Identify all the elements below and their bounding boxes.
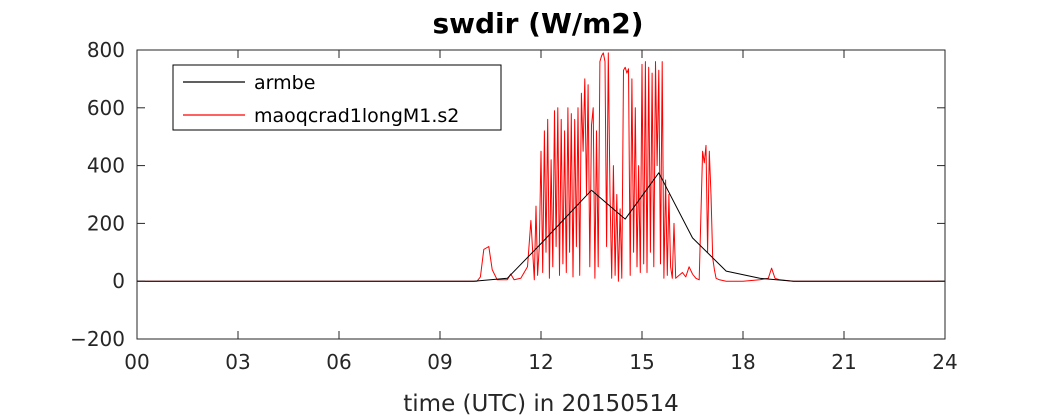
x-tick-label: 15 — [629, 350, 654, 374]
legend-label-armbe: armbe — [254, 72, 315, 94]
x-tick-label: 24 — [932, 350, 957, 374]
y-tick-label: 200 — [87, 211, 125, 235]
x-tick-label: 21 — [831, 350, 856, 374]
y-tick-label: −200 — [70, 327, 125, 351]
x-axis-label: time (UTC) in 20150514 — [403, 391, 678, 417]
legend-box — [172, 64, 502, 131]
x-tick-label: 06 — [326, 350, 351, 374]
series-line-armbe — [137, 172, 945, 282]
y-tick-label: 400 — [87, 154, 125, 178]
series-layer — [137, 52, 945, 282]
chart-title: swdir (W/m2) — [432, 7, 643, 40]
series-line-maoqcrad1longm1-s2 — [137, 52, 945, 282]
x-tick-label: 03 — [225, 350, 250, 374]
x-tick-label: 18 — [730, 350, 755, 374]
y-tick-label: 0 — [112, 269, 125, 293]
x-tick-label: 12 — [528, 350, 553, 374]
tick-layer: 00 03 06 09 12 15 18 21 24 −200 0 200 400 600 800 — [70, 38, 958, 374]
x-tick-label: 00 — [124, 350, 149, 374]
x-tick-label: 09 — [427, 350, 452, 374]
y-tick-label: 600 — [87, 96, 125, 120]
legend-label-maoqcrad: maoqcrad1longM1.s2 — [254, 105, 459, 127]
legend: armbe maoqcrad1longM1.s2 — [172, 64, 502, 131]
y-tick-label: 800 — [87, 38, 125, 62]
